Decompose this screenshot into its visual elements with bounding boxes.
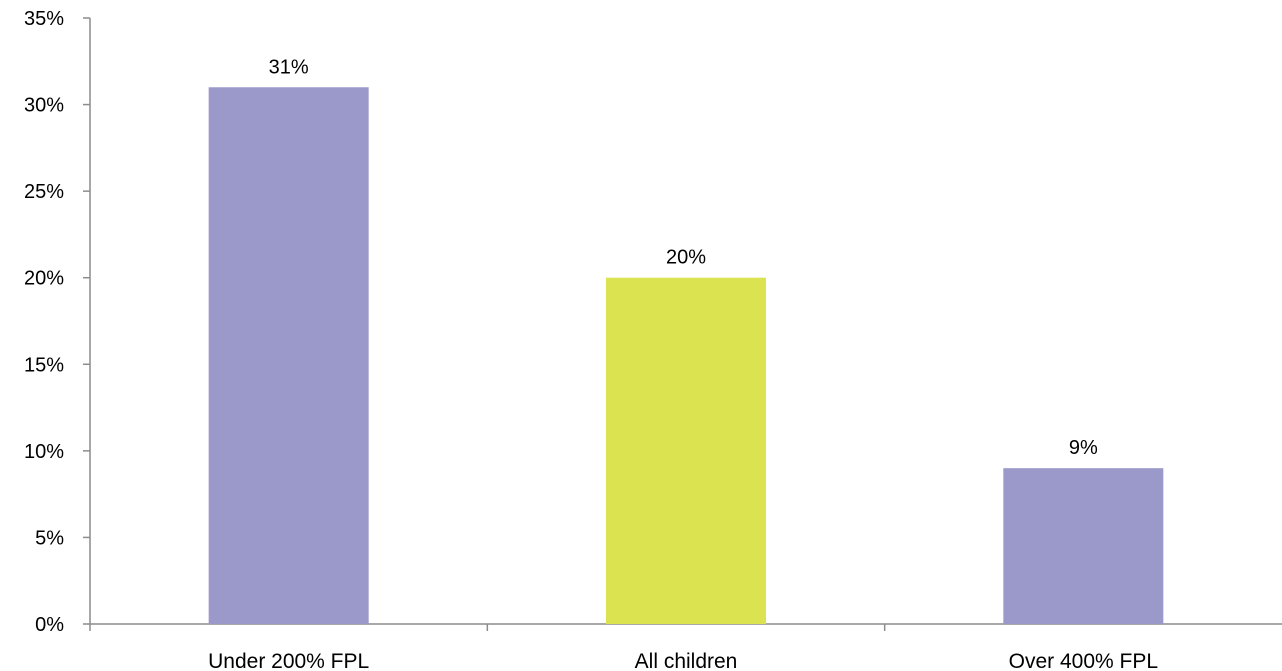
y-tick-label: 0% xyxy=(35,614,64,636)
x-axis: Under 200% FPL All children Over 400% FPL xyxy=(89,623,1282,671)
data-label: 20% xyxy=(666,247,706,269)
bar xyxy=(1003,468,1164,624)
data-label: 9% xyxy=(1069,437,1098,459)
y-tick-label: 5% xyxy=(35,527,64,549)
y-tick-label: 10% xyxy=(24,441,64,463)
x-category-label: All children xyxy=(635,650,738,671)
data-labels: 31% 20% 9% xyxy=(269,56,1098,459)
y-tick-label: 15% xyxy=(24,354,64,376)
y-tick-label: 25% xyxy=(24,181,64,203)
bar xyxy=(606,277,766,624)
y-tick-label: 30% xyxy=(24,95,64,117)
data-label: 31% xyxy=(269,56,309,78)
y-tick-label: 35% xyxy=(24,8,64,30)
bars xyxy=(208,87,1164,624)
bar xyxy=(208,87,369,624)
x-category-label: Under 200% FPL xyxy=(208,650,369,671)
y-axis: 0% 5% 10% 15% 20% 25% 30% 35% xyxy=(24,8,91,636)
x-category-label: Over 400% FPL xyxy=(1009,650,1158,671)
y-tick-label: 20% xyxy=(24,268,64,290)
